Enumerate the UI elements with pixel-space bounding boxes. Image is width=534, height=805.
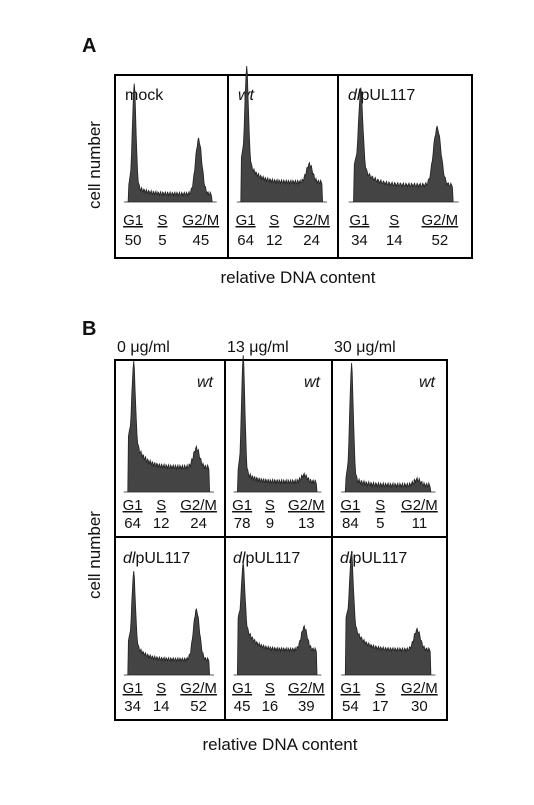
percentage: 30 [411, 698, 428, 715]
phase-label: G2/M [288, 680, 325, 697]
sample-name-part: wt [419, 374, 436, 391]
sample-name: dlpUL117 [348, 87, 415, 104]
sample-name: dlpUL117 [123, 550, 190, 567]
sample-name: dlpUL117 [340, 550, 407, 567]
percentage: 16 [262, 698, 279, 715]
histogram [348, 87, 459, 203]
panel-label: A [82, 35, 96, 57]
sample-name-part: dl [340, 550, 353, 567]
percentage: 11 [412, 515, 428, 532]
phase-label: G1 [123, 680, 143, 697]
phase-label: S [375, 497, 385, 514]
histogram [123, 571, 214, 676]
phase-label: G1 [232, 497, 252, 514]
percentage: 54 [342, 698, 359, 715]
phase-label: G2/M [180, 680, 217, 697]
phase-label: G2/M [293, 212, 330, 229]
percentage: 45 [234, 698, 251, 715]
percentage: 5 [376, 515, 384, 532]
sample-name: wt [419, 374, 436, 391]
sample-name-part: pUL117 [245, 550, 300, 567]
phase-label: G1 [232, 680, 252, 697]
percentage: 84 [342, 515, 359, 532]
histogram [341, 550, 436, 676]
concentration: 0 μg/ml [117, 339, 170, 356]
phase-label: G2/M [401, 680, 438, 697]
sample-name: wt [197, 374, 214, 391]
phase-label: S [265, 497, 275, 514]
histogram [123, 360, 214, 493]
y-axis-label: cell number [85, 121, 104, 209]
phase-label: S [157, 212, 167, 229]
percentage: 5 [158, 232, 166, 249]
percentage: 24 [190, 515, 207, 532]
percentage: 13 [298, 515, 315, 532]
percentage: 64 [237, 232, 254, 249]
sample-name: dlpUL117 [233, 550, 300, 567]
sample-name-part: wt [197, 374, 214, 391]
percentage: 34 [351, 232, 368, 249]
sample-name-part: wt [304, 374, 321, 391]
concentration: 30 μg/ml [334, 339, 396, 356]
phase-label: G2/M [401, 497, 438, 514]
percentage: 45 [193, 232, 210, 249]
histogram [341, 362, 436, 493]
phase-label: G1 [340, 497, 360, 514]
phase-label: S [375, 680, 385, 697]
phase-label: G1 [123, 212, 143, 229]
percentage: 12 [266, 232, 283, 249]
phase-label: S [156, 680, 166, 697]
histogram [233, 355, 322, 493]
histogram [233, 561, 322, 676]
percentage: 52 [190, 698, 207, 715]
sample-name-part: dl [348, 87, 361, 104]
phase-label: G2/M [180, 497, 217, 514]
phase-label: S [389, 212, 399, 229]
phase-label: G1 [340, 680, 360, 697]
percentage: 12 [153, 515, 170, 532]
phase-label: G2/M [288, 497, 325, 514]
percentage: 14 [386, 232, 403, 249]
sample-name-part: dl [233, 550, 246, 567]
phase-label: G2/M [183, 212, 220, 229]
histogram [236, 65, 327, 203]
panel-frame [114, 359, 448, 721]
phase-label: G1 [349, 212, 369, 229]
sample-name: wt [304, 374, 321, 391]
concentration: 13 μg/ml [227, 339, 289, 356]
y-axis-label: cell number [85, 511, 104, 599]
phase-label: S [156, 497, 166, 514]
percentage: 50 [125, 232, 142, 249]
phase-label: G1 [236, 212, 256, 229]
sample-name: mock [125, 87, 164, 104]
sample-name-part: pUL117 [135, 550, 190, 567]
sample-name-part: mock [125, 87, 164, 104]
sample-name-part: pUL117 [360, 87, 415, 104]
panel-label: B [82, 318, 96, 340]
x-axis-label: relative DNA content [221, 268, 376, 287]
panel-frame [114, 74, 473, 259]
phase-label: G1 [123, 497, 143, 514]
sample-name-part: pUL117 [352, 550, 407, 567]
phase-label: G2/M [421, 212, 458, 229]
x-axis-label: relative DNA content [203, 735, 358, 754]
percentage: 17 [372, 698, 389, 715]
percentage: 64 [124, 515, 141, 532]
percentage: 52 [431, 232, 448, 249]
percentage: 39 [298, 698, 315, 715]
percentage: 14 [153, 698, 170, 715]
percentage: 9 [266, 515, 274, 532]
percentage: 78 [234, 515, 251, 532]
phase-label: S [265, 680, 275, 697]
histogram [124, 83, 217, 203]
percentage: 24 [303, 232, 320, 249]
phase-label: S [269, 212, 279, 229]
percentage: 34 [124, 698, 141, 715]
sample-name-part: dl [123, 550, 136, 567]
